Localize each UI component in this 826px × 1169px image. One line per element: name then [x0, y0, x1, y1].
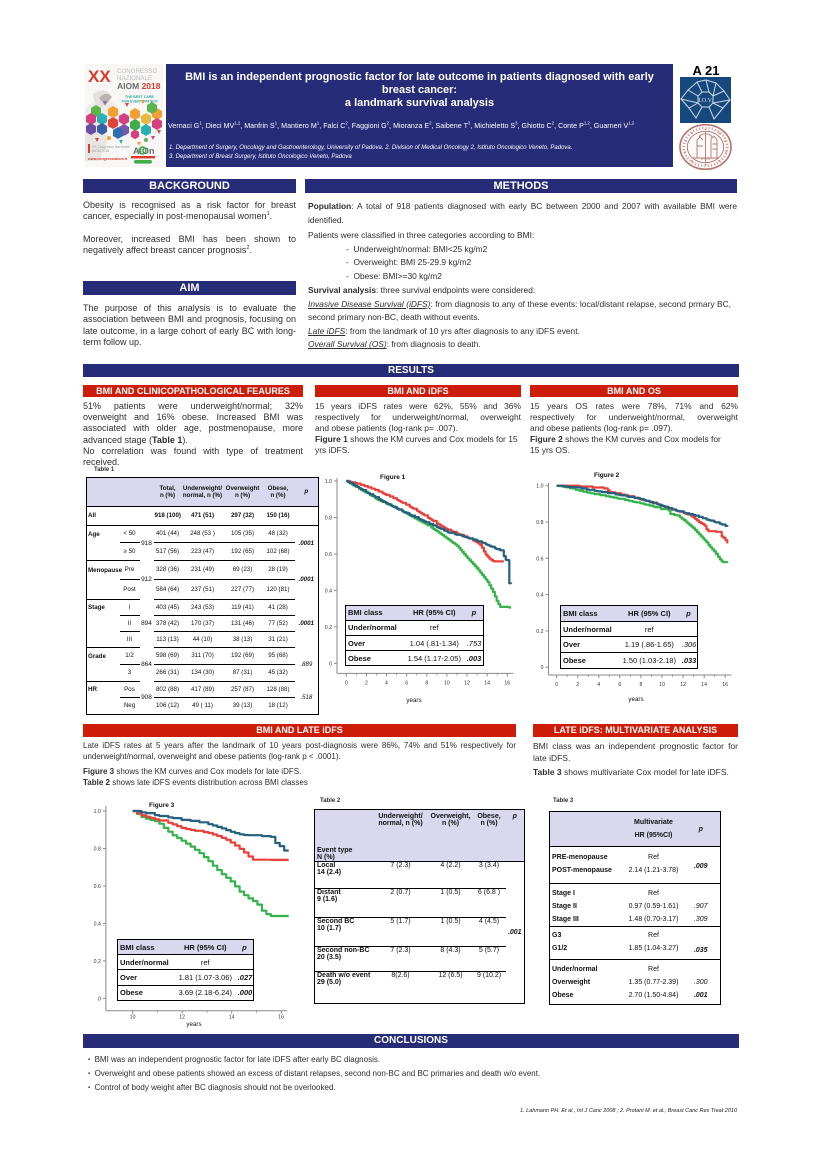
svg-text:0: 0 [345, 680, 348, 686]
svg-text:XX Congresso Nazionale: XX Congresso Nazionale [92, 145, 130, 149]
svg-text:FOR EVERY PATIENT: FOR EVERY PATIENT [122, 100, 159, 104]
svg-text:Figure 3: Figure 3 [149, 802, 175, 809]
svg-text:12: 12 [464, 680, 470, 686]
svg-text:0.2: 0.2 [536, 629, 543, 635]
svg-text:years: years [628, 696, 643, 703]
svg-text:CONGRESSO: CONGRESSO [117, 68, 157, 75]
svg-text:0.2: 0.2 [94, 959, 101, 965]
svg-text:1.0: 1.0 [325, 479, 332, 485]
svg-text:0.4: 0.4 [94, 921, 101, 927]
svg-text:0: 0 [329, 661, 332, 667]
svg-text:NAZIONALE: NAZIONALE [117, 75, 152, 82]
svg-text:www.congressoaiom.it: www.congressoaiom.it [87, 157, 128, 161]
svg-text:1.0: 1.0 [536, 484, 543, 490]
svg-text:MCCXXII: MCCXXII [701, 159, 711, 161]
svg-text:AIOM 2018: AIOM 2018 [117, 81, 161, 91]
svg-text:14: 14 [229, 1015, 235, 1021]
svg-text:0.8: 0.8 [325, 516, 332, 522]
svg-text:years: years [186, 1021, 201, 1028]
svg-text:Figure 1: Figure 1 [380, 474, 406, 481]
svg-text:0: 0 [555, 682, 558, 688]
svg-text:12: 12 [680, 682, 686, 688]
svg-text:0.8: 0.8 [94, 847, 101, 853]
svg-text:2: 2 [365, 680, 368, 686]
svg-text:0: 0 [98, 996, 101, 1002]
svg-text:XX: XX [88, 67, 111, 86]
svg-text:I.O.V.: I.O.V. [698, 98, 713, 104]
svg-text:6: 6 [405, 680, 408, 686]
svg-text:0.8: 0.8 [536, 520, 543, 526]
svg-text:0.4: 0.4 [536, 593, 543, 599]
svg-text:10: 10 [659, 682, 665, 688]
svg-text:years: years [406, 697, 421, 704]
svg-text:0.4: 0.4 [325, 588, 332, 594]
svg-text:8: 8 [639, 682, 642, 688]
svg-text:AIOM 2018: AIOM 2018 [92, 149, 109, 153]
svg-text:16: 16 [504, 680, 510, 686]
svg-text:0.6: 0.6 [94, 884, 101, 890]
svg-text:12: 12 [179, 1015, 185, 1021]
svg-text:14: 14 [701, 682, 707, 688]
svg-text:2: 2 [576, 682, 579, 688]
svg-text:0.6: 0.6 [325, 552, 332, 558]
svg-text:1.0: 1.0 [94, 809, 101, 815]
svg-text:4: 4 [597, 682, 600, 688]
svg-text:16: 16 [722, 682, 728, 688]
svg-text:10: 10 [130, 1015, 136, 1021]
svg-text:0.2: 0.2 [325, 625, 332, 631]
svg-text:0: 0 [541, 665, 544, 671]
svg-text:Figure 2: Figure 2 [594, 472, 620, 479]
svg-text:10: 10 [444, 680, 450, 686]
svg-text:6: 6 [618, 682, 621, 688]
svg-text:THE BEST CARE: THE BEST CARE [125, 95, 155, 99]
svg-text:4: 4 [385, 680, 388, 686]
svg-text:8: 8 [425, 680, 428, 686]
svg-text:16: 16 [278, 1015, 284, 1021]
svg-text:14: 14 [484, 680, 490, 686]
svg-text:0.6: 0.6 [536, 556, 543, 562]
svg-text:AIOn: AIOn [133, 146, 155, 156]
